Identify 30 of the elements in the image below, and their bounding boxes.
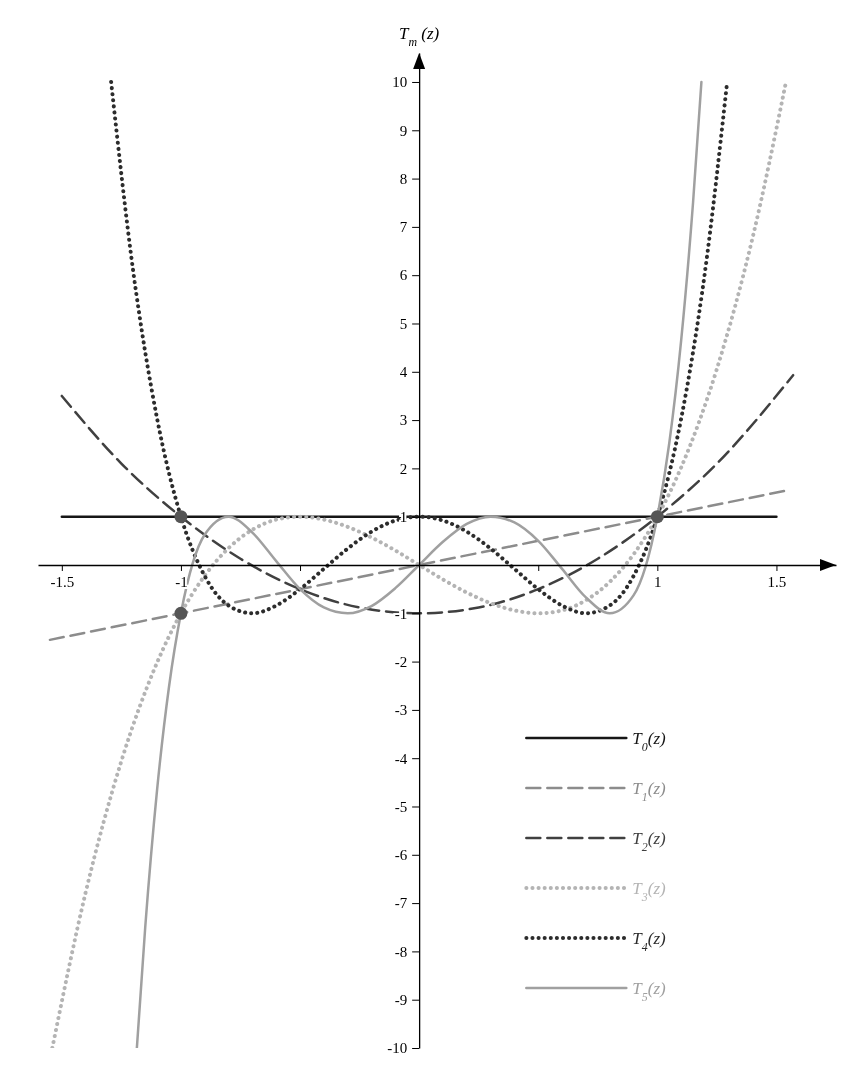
y-tick-label: 6 [399, 267, 408, 284]
y-tick-label: -4 [394, 750, 408, 767]
y-tick-label: 10 [392, 74, 408, 91]
x-tick-label: -1.5 [50, 573, 75, 590]
y-tick-label: 8 [399, 170, 408, 187]
y-tick-label: 7 [399, 219, 408, 236]
text: T$_{3}$(z) [632, 879, 667, 904]
y-tick-label: -1 [394, 605, 408, 622]
y-tick-label: -2 [394, 653, 408, 670]
y-tick-label: -5 [394, 798, 408, 815]
y-tick-label: -3 [394, 702, 408, 719]
y-tick-label: 2 [399, 460, 408, 477]
y-tick-label: -7 [394, 895, 408, 912]
y-tick-label: -10 [387, 1040, 408, 1057]
text: T$_{2}$(z) [632, 829, 667, 854]
y-tick-label: 3 [399, 412, 408, 429]
y-tick-label: -8 [394, 943, 408, 960]
y-axis-title: T$_{m}$ (z) [399, 24, 440, 49]
x-tick-label: 1 [654, 573, 662, 590]
x-tick-label: 1.5 [767, 573, 787, 590]
y-tick-label: 9 [399, 122, 408, 139]
y-tick-label: 5 [399, 315, 408, 332]
y-tick-label: -9 [394, 992, 408, 1008]
text: T$_{0}$(z) [632, 729, 667, 754]
y-tick-label: 4 [399, 364, 408, 381]
y-tick-label: -6 [394, 847, 408, 864]
x-tick-label: -1 [175, 573, 188, 590]
text: T$_{1}$(z) [632, 779, 667, 804]
text: T$_{4}$(z) [632, 929, 667, 954]
text: T$_{5}$(z) [632, 979, 667, 1004]
